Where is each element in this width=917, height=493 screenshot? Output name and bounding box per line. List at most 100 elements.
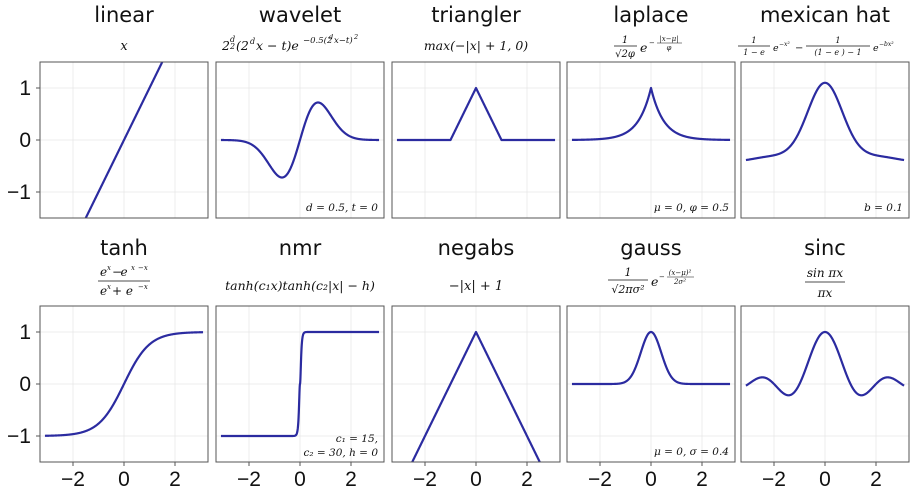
svg-text:e: e <box>640 40 647 55</box>
svg-text:2σ²: 2σ² <box>673 278 686 286</box>
plot-frame <box>566 61 736 219</box>
series-line <box>411 330 541 462</box>
svg-text:e: e <box>120 265 127 279</box>
svg-text:−: − <box>795 43 803 54</box>
svg-text:e: e <box>873 43 879 54</box>
svg-text:+ e: + e <box>112 284 133 298</box>
panel-mexican-hat: mexican hat 1 1 − e e −x² − 1 (1 − e ) −… <box>738 3 910 219</box>
y-tick-label: −1 <box>7 425 31 448</box>
panel-formula: 1 √2φ e − |x−μ| φ <box>614 35 682 60</box>
svg-text:sin πx: sin πx <box>807 266 843 280</box>
svg-text:d: d <box>329 33 333 41</box>
x-tick-label: −2 <box>61 468 85 491</box>
panel-title: linear <box>94 3 154 27</box>
panel-tanh: tanh e x e x − −x e x + e −x <box>39 236 209 463</box>
svg-text:φ: φ <box>667 44 672 52</box>
y-axis-row1: 1 0 −1 <box>7 77 40 204</box>
svg-text:(2: (2 <box>236 38 249 53</box>
svg-text:x: x <box>107 264 111 272</box>
grid <box>392 306 560 462</box>
grid <box>40 62 208 218</box>
svg-text:c₁ = 15,: c₁ = 15, <box>336 433 378 445</box>
panel-title: mexican hat <box>760 3 890 27</box>
svg-text:x: x <box>131 264 135 272</box>
svg-text:c₂ = 30, h = 0: c₂ = 30, h = 0 <box>303 447 378 459</box>
series-line <box>220 101 380 179</box>
svg-text:1: 1 <box>835 36 840 46</box>
x-axis-panel-gauss: −2 0 2 <box>588 468 708 491</box>
svg-text:|x−μ|: |x−μ| <box>659 35 678 43</box>
svg-text:d: d <box>250 37 255 46</box>
svg-text:e: e <box>100 284 107 298</box>
x-tick-label: 2 <box>521 468 533 491</box>
panel-formula: −|x| + 1 <box>449 279 503 294</box>
param-annotation: μ = 0, σ = 0.4 <box>654 446 729 458</box>
param-annotation: c₁ = 15, c₂ = 30, h = 0 <box>303 433 378 459</box>
x-tick-label: 0 <box>645 468 657 491</box>
series-line <box>219 330 381 438</box>
x-axis-panel-negabs: −2 0 2 <box>413 468 533 491</box>
series-line <box>745 330 905 397</box>
svg-text:d: d <box>230 35 235 44</box>
x-tick-label: 2 <box>345 468 357 491</box>
x-tick-label: 2 <box>870 468 882 491</box>
svg-text:2: 2 <box>229 42 235 51</box>
panel-formula: x <box>120 39 128 54</box>
param-annotation: d = 0.5, t = 0 <box>306 202 378 214</box>
panel-wavelet: wavelet 2 d 2 (2 d x − t)e −0.5(2 d x−t)… <box>215 3 385 219</box>
series-line <box>745 81 905 162</box>
plot-frame <box>215 61 385 219</box>
panel-formula: max(−|x| + 1, 0) <box>424 38 528 53</box>
grid <box>741 62 909 218</box>
panel-formula: e x e x − −x e x + e −x <box>98 264 150 298</box>
y-axis-row2: 1 0 −1 <box>7 321 40 448</box>
plot-frame <box>391 61 561 219</box>
y-tick-label: 1 <box>19 321 31 344</box>
series-line <box>571 86 731 141</box>
svg-text:1 − e: 1 − e <box>743 48 765 57</box>
panel-laplace: laplace 1 √2φ e − |x−μ| φ μ = 0, φ = 0.5 <box>566 3 736 219</box>
x-tick-label: −2 <box>762 468 786 491</box>
svg-text:2: 2 <box>353 33 358 41</box>
svg-text:−x: −x <box>138 264 148 272</box>
svg-text:x−t): x−t) <box>334 35 353 46</box>
panel-formula: 1 √2πσ² e − (x−μ)² 2σ² <box>608 266 694 296</box>
series-line <box>396 86 556 142</box>
svg-text:1: 1 <box>622 35 628 46</box>
param-annotation: b = 0.1 <box>864 202 903 214</box>
x-axis-panel-sinc: −2 0 2 <box>762 468 882 491</box>
x-tickmarks <box>72 462 877 466</box>
svg-text:√2φ: √2φ <box>615 49 635 60</box>
svg-text:−: − <box>649 39 655 47</box>
series-line <box>571 330 731 386</box>
panel-triangler: triangler max(−|x| + 1, 0) <box>391 3 561 219</box>
x-tick-label: 0 <box>819 468 831 491</box>
svg-text:−x²: −x² <box>779 41 790 48</box>
svg-text:x: x <box>107 283 111 291</box>
panel-title: gauss <box>620 236 681 260</box>
svg-text:πx: πx <box>817 286 833 300</box>
x-axis-panel-tanh: −2 0 2 <box>61 468 181 491</box>
svg-text:(x−μ)²: (x−μ)² <box>669 269 692 277</box>
panel-sinc: sinc sin πx πx <box>740 236 910 463</box>
svg-text:−0.5(2: −0.5(2 <box>303 35 332 46</box>
panel-negabs: negabs −|x| + 1 <box>391 236 561 463</box>
svg-text:e: e <box>651 274 658 289</box>
grid <box>40 306 208 462</box>
panel-nmr: nmr tanh(c₁x)tanh(c₂|x| − h) c₁ = 15, c₂… <box>215 236 385 463</box>
series-line <box>84 62 164 218</box>
panel-title: laplace <box>613 3 688 27</box>
x-axis-panel-nmr: −2 0 2 <box>237 468 357 491</box>
svg-text:(1 − e ) − 1: (1 − e ) − 1 <box>814 48 861 57</box>
panel-formula: 2 d 2 (2 d x − t)e −0.5(2 d x−t) 2 <box>221 33 358 53</box>
y-tick-label: 0 <box>19 129 31 152</box>
x-tick-label: 0 <box>470 468 482 491</box>
svg-text:−: − <box>112 265 122 279</box>
svg-text:1: 1 <box>625 266 632 279</box>
svg-text:−: − <box>659 273 665 281</box>
plot-frame <box>740 61 910 219</box>
panel-gauss: gauss 1 √2πσ² e − (x−μ)² 2σ² μ = 0, σ = … <box>566 236 736 463</box>
x-tick-label: −2 <box>413 468 437 491</box>
y-tick-label: 1 <box>19 77 31 100</box>
